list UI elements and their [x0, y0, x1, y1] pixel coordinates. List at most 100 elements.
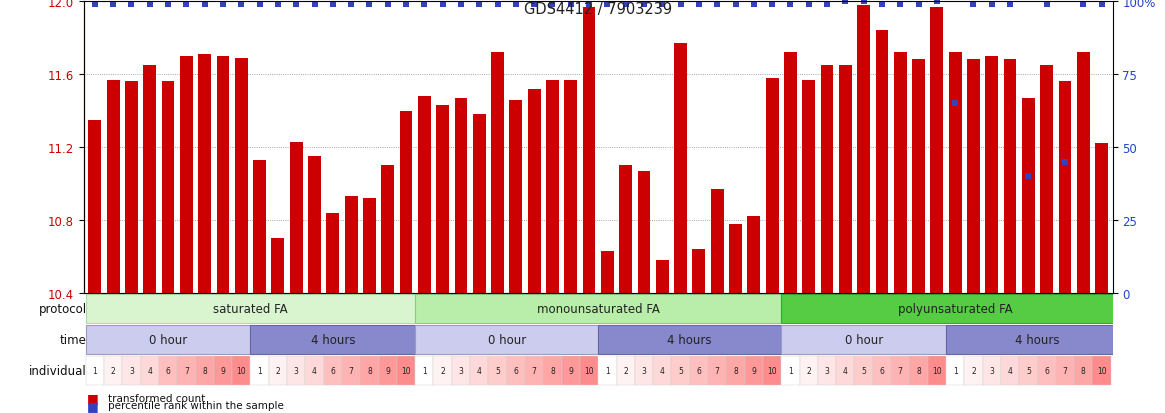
Bar — [418, 97, 431, 293]
Text: 7: 7 — [715, 366, 720, 375]
Text: 9: 9 — [386, 366, 390, 375]
Bar — [492, 53, 504, 293]
Text: 0 hour: 0 hour — [488, 333, 525, 346]
Bar — [287, 356, 305, 385]
Bar — [488, 356, 507, 385]
Text: 8: 8 — [367, 366, 372, 375]
Bar — [250, 325, 415, 354]
Bar — [89, 120, 101, 293]
Text: 4 hours: 4 hours — [668, 333, 712, 346]
Text: 0 hour: 0 hour — [845, 333, 883, 346]
Bar — [982, 356, 1001, 385]
Bar — [141, 356, 158, 385]
Bar — [910, 356, 927, 385]
Bar — [873, 356, 891, 385]
Text: 1: 1 — [422, 366, 426, 375]
Bar — [1074, 356, 1093, 385]
Bar — [1038, 356, 1055, 385]
Text: 10: 10 — [236, 366, 246, 375]
Bar — [271, 239, 284, 293]
Bar — [214, 356, 232, 385]
Bar — [799, 356, 818, 385]
Text: 7: 7 — [348, 366, 353, 375]
Text: 5: 5 — [678, 366, 683, 375]
Bar — [345, 197, 358, 293]
Bar — [765, 78, 778, 293]
Polygon shape — [87, 363, 92, 378]
Bar — [927, 356, 946, 385]
Bar — [818, 356, 836, 385]
Bar — [692, 249, 705, 293]
Bar — [452, 356, 471, 385]
Text: 6: 6 — [331, 366, 336, 375]
Bar — [616, 356, 635, 385]
Bar — [857, 6, 870, 293]
Bar — [217, 57, 230, 293]
Text: 7: 7 — [1062, 366, 1067, 375]
Bar — [891, 356, 910, 385]
Bar — [122, 356, 141, 385]
Bar — [1019, 356, 1038, 385]
Text: 1: 1 — [605, 366, 609, 375]
Bar — [1040, 66, 1053, 293]
Bar — [675, 44, 687, 293]
Text: time: time — [59, 333, 86, 346]
Text: 3: 3 — [129, 366, 134, 375]
Text: 4: 4 — [843, 366, 848, 375]
Bar — [198, 55, 211, 293]
Bar — [381, 166, 394, 293]
Text: 3: 3 — [459, 366, 464, 375]
Bar — [415, 356, 433, 385]
Text: 2: 2 — [806, 366, 811, 375]
Text: 2: 2 — [111, 366, 115, 375]
Bar — [525, 356, 543, 385]
Bar — [967, 60, 980, 293]
Bar — [1095, 144, 1108, 293]
Text: polyunsaturated FA: polyunsaturated FA — [898, 302, 1012, 315]
Text: 5: 5 — [861, 366, 866, 375]
Bar — [363, 199, 376, 293]
Text: 7: 7 — [531, 366, 537, 375]
Bar — [931, 7, 944, 293]
Text: 2: 2 — [276, 366, 281, 375]
Text: 4 hours: 4 hours — [311, 333, 355, 346]
Bar — [125, 82, 137, 293]
Text: 5: 5 — [495, 366, 500, 375]
Bar — [177, 356, 196, 385]
Bar — [763, 356, 782, 385]
Text: 8: 8 — [1081, 366, 1086, 375]
Text: 6: 6 — [165, 366, 170, 375]
Bar — [986, 57, 998, 293]
Bar — [784, 53, 797, 293]
Bar — [1093, 356, 1110, 385]
Text: 10: 10 — [768, 366, 777, 375]
Text: 4: 4 — [312, 366, 317, 375]
Bar — [343, 356, 360, 385]
Text: 2: 2 — [440, 366, 445, 375]
Text: 6: 6 — [514, 366, 518, 375]
Bar — [162, 82, 175, 293]
Bar — [86, 356, 104, 385]
Bar — [86, 325, 250, 354]
Bar — [656, 261, 669, 293]
Bar — [782, 325, 946, 354]
Bar — [232, 356, 250, 385]
Bar — [158, 356, 177, 385]
Bar — [582, 7, 595, 293]
Bar — [104, 356, 122, 385]
Bar — [107, 80, 120, 293]
Text: individual: individual — [29, 364, 86, 377]
Bar — [564, 80, 577, 293]
Bar — [528, 90, 541, 293]
Text: percentile rank within the sample: percentile rank within the sample — [108, 400, 284, 410]
Text: transformed count: transformed count — [108, 393, 205, 403]
Text: 10: 10 — [585, 366, 594, 375]
Bar — [235, 59, 248, 293]
Bar — [729, 224, 742, 293]
Bar — [326, 213, 339, 293]
Text: protocol: protocol — [38, 302, 86, 315]
Bar — [1059, 82, 1072, 293]
Bar — [473, 115, 486, 293]
Text: 1: 1 — [953, 366, 958, 375]
Bar — [269, 356, 287, 385]
